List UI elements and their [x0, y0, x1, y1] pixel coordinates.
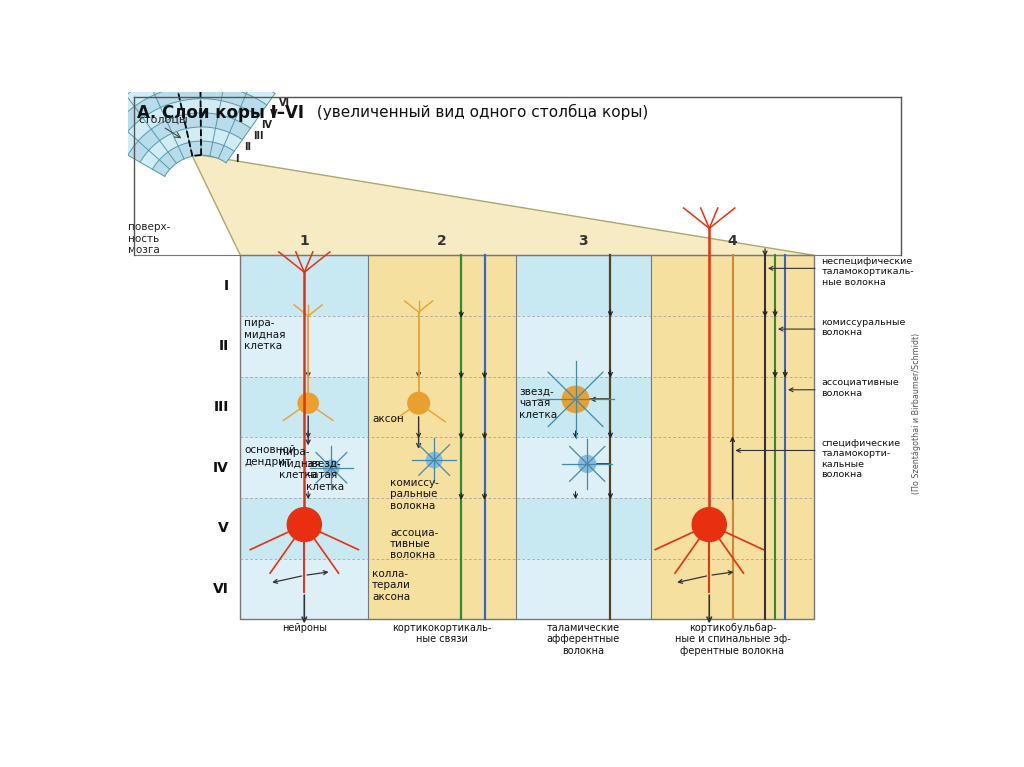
- Polygon shape: [128, 113, 251, 163]
- Bar: [241, 255, 814, 620]
- Bar: [369, 437, 515, 498]
- Text: А. Слои коры I–VI: А. Слои коры I–VI: [137, 104, 304, 122]
- Polygon shape: [103, 84, 267, 148]
- Text: кортикокортикаль-
ные связи: кортикокортикаль- ные связи: [392, 623, 492, 644]
- Text: столбцы: столбцы: [138, 114, 187, 124]
- Circle shape: [692, 508, 726, 542]
- Text: 1: 1: [299, 234, 309, 248]
- Bar: [651, 498, 814, 559]
- Bar: [515, 377, 651, 437]
- Bar: [369, 498, 515, 559]
- Polygon shape: [116, 99, 259, 155]
- Text: аксон: аксон: [372, 413, 403, 423]
- Bar: [515, 316, 651, 377]
- Bar: [515, 437, 651, 498]
- Bar: [369, 377, 515, 437]
- Bar: [241, 559, 369, 620]
- Text: IV: IV: [261, 120, 272, 130]
- Text: II: II: [218, 339, 228, 354]
- Text: I: I: [223, 278, 228, 293]
- Circle shape: [298, 393, 318, 413]
- Text: II: II: [244, 143, 251, 153]
- Text: пира-
мидная
клетка: пира- мидная клетка: [245, 318, 286, 351]
- Text: пира-
мидная
клетка: пира- мидная клетка: [280, 447, 321, 480]
- Text: VI: VI: [213, 582, 228, 596]
- Text: (увеличенный вид одного столбца коры): (увеличенный вид одного столбца коры): [312, 104, 648, 120]
- Bar: [241, 498, 369, 559]
- Text: звезд-
чатая
клетка: звезд- чатая клетка: [306, 459, 344, 492]
- Bar: [651, 316, 814, 377]
- Text: колла-
терали
аксона: колла- терали аксона: [372, 568, 411, 602]
- Text: I: I: [236, 153, 239, 163]
- Text: поверх-
ность
мозга: поверх- ность мозга: [128, 222, 170, 255]
- Bar: [651, 377, 814, 437]
- Bar: [241, 437, 369, 498]
- Circle shape: [288, 508, 322, 542]
- Circle shape: [579, 456, 596, 472]
- Polygon shape: [91, 71, 275, 141]
- Text: кортикобульбар-
ные и спинальные эф-
ферентные волокна: кортикобульбар- ные и спинальные эф- фер…: [675, 623, 791, 656]
- Text: ассоциа-
тивные
волокна: ассоциа- тивные волокна: [390, 527, 438, 561]
- Text: IV: IV: [213, 461, 228, 475]
- Bar: [241, 316, 369, 377]
- Text: таламические
афферентные
волокна: таламические афферентные волокна: [547, 623, 620, 656]
- Text: ассоциативные
волокна: ассоциативные волокна: [821, 378, 899, 397]
- Circle shape: [408, 393, 429, 414]
- Text: V: V: [218, 522, 228, 535]
- Text: 4: 4: [728, 234, 737, 248]
- Text: III: III: [253, 131, 263, 141]
- Text: (По Szentágothai и Birbaumer/Schmidt): (По Szentágothai и Birbaumer/Schmidt): [912, 333, 922, 494]
- Text: III: III: [213, 400, 228, 414]
- Text: основной
дендрит: основной дендрит: [245, 446, 296, 467]
- Text: комиссу-
ральные
волокна: комиссу- ральные волокна: [390, 478, 439, 511]
- Text: 2: 2: [437, 234, 446, 248]
- Bar: [241, 255, 369, 316]
- Bar: [651, 255, 814, 316]
- Text: специфические
таламокорти-
кальные
волокна: специфические таламокорти- кальные волок…: [821, 439, 901, 479]
- Polygon shape: [153, 141, 234, 176]
- Text: неспецифические
таламокортикаль-
ные волокна: неспецифические таламокортикаль- ные вол…: [821, 257, 914, 287]
- Bar: [651, 559, 814, 620]
- Text: комиссуральные
волокна: комиссуральные волокна: [821, 318, 906, 337]
- Circle shape: [562, 387, 589, 413]
- Circle shape: [324, 460, 339, 476]
- Polygon shape: [140, 127, 243, 170]
- Bar: [515, 498, 651, 559]
- Text: звезд-
чатая
клетка: звезд- чатая клетка: [519, 387, 557, 420]
- Text: нейроны: нейроны: [282, 623, 327, 633]
- Polygon shape: [193, 155, 814, 255]
- Text: V: V: [270, 109, 278, 119]
- Bar: [369, 559, 515, 620]
- Circle shape: [426, 453, 442, 468]
- Bar: [515, 559, 651, 620]
- Bar: [369, 255, 515, 316]
- Text: 3: 3: [579, 234, 588, 248]
- Text: VI: VI: [280, 98, 290, 108]
- Bar: [369, 316, 515, 377]
- Bar: [515, 255, 651, 316]
- Bar: [651, 437, 814, 498]
- Bar: [241, 377, 369, 437]
